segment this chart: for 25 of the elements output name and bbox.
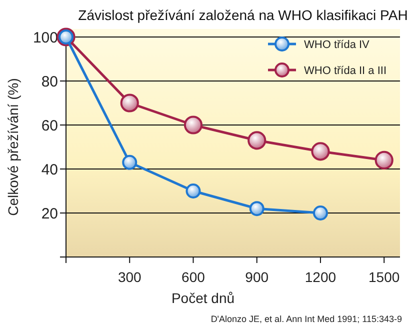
- point: [311, 142, 330, 161]
- x-tick-label: 1200: [304, 269, 336, 285]
- legend-label: WHO třída II a III: [304, 64, 387, 77]
- point: [120, 94, 139, 112]
- y-tick-label: 20: [41, 205, 58, 222]
- chart-title: Závislost přežívání založená na WHO klasifikaci PAH: [78, 7, 408, 23]
- point: [248, 131, 266, 150]
- y-tick-label: 40: [41, 161, 58, 178]
- x-tick-label: 600: [182, 269, 206, 285]
- point: [184, 116, 203, 134]
- y-tick-label: 100: [32, 29, 58, 46]
- y-tick-label: 80: [41, 73, 58, 90]
- point: [312, 206, 328, 220]
- y-tick-label: 60: [41, 117, 58, 134]
- point: [249, 201, 264, 216]
- point: [186, 184, 201, 198]
- y-axis-title: Celkové přežívání (%): [5, 78, 21, 216]
- x-tick-label: 1500: [368, 269, 400, 285]
- x-tick-label: 900: [245, 269, 269, 285]
- legend-label: WHO třída IV: [304, 38, 370, 51]
- x-tick-label: 300: [118, 269, 142, 285]
- text: D'Alonzo JE, et al. Ann Int Med 1991; 115:343-9: [210, 314, 402, 324]
- x-axis-title: Počet dnů: [171, 290, 235, 306]
- point: [374, 150, 394, 170]
- point: [122, 154, 138, 170]
